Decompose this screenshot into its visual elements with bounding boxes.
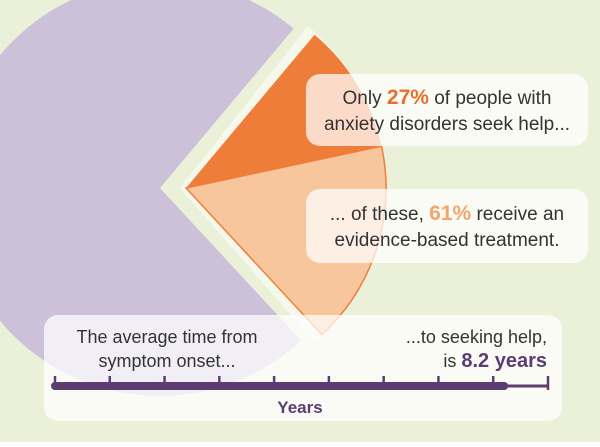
texts: Only 27% of people with anxiety disorders…	[324, 86, 570, 251]
slice-seek-help	[186, 34, 382, 189]
callout-box	[306, 74, 588, 146]
timeline-box	[44, 315, 562, 421]
pie-rest	[0, 0, 302, 396]
callout-text: Only 27% of people with	[343, 86, 552, 109]
axis-label: Years	[277, 398, 322, 417]
highlight-value: 61%	[429, 202, 471, 225]
timeline-start-text: symptom onset...	[98, 351, 235, 371]
callout-text: of people with	[429, 88, 552, 109]
pie	[0, 0, 387, 396]
callout-text: evidence-based treatment.	[335, 230, 560, 251]
callout-text: ... of these,	[330, 204, 429, 225]
timeline-end-text: ...to seeking help,	[406, 327, 547, 347]
timeline-value: 8.2 years	[461, 350, 547, 372]
timeline-end-text: is	[443, 351, 461, 371]
timeline: The average time from symptom onset......…	[51, 327, 550, 417]
highlight-value: 27%	[387, 86, 429, 109]
callout-text: ... of these, 61% receive an	[330, 202, 564, 225]
timeline-start-text: The average time from	[76, 327, 257, 347]
callout-text: Only	[343, 88, 387, 109]
callout-text: anxiety disorders seek help...	[324, 114, 570, 135]
timeline-end-text: is 8.2 years	[443, 350, 547, 372]
callout-box	[306, 189, 588, 263]
callout-text: receive an	[471, 204, 564, 225]
